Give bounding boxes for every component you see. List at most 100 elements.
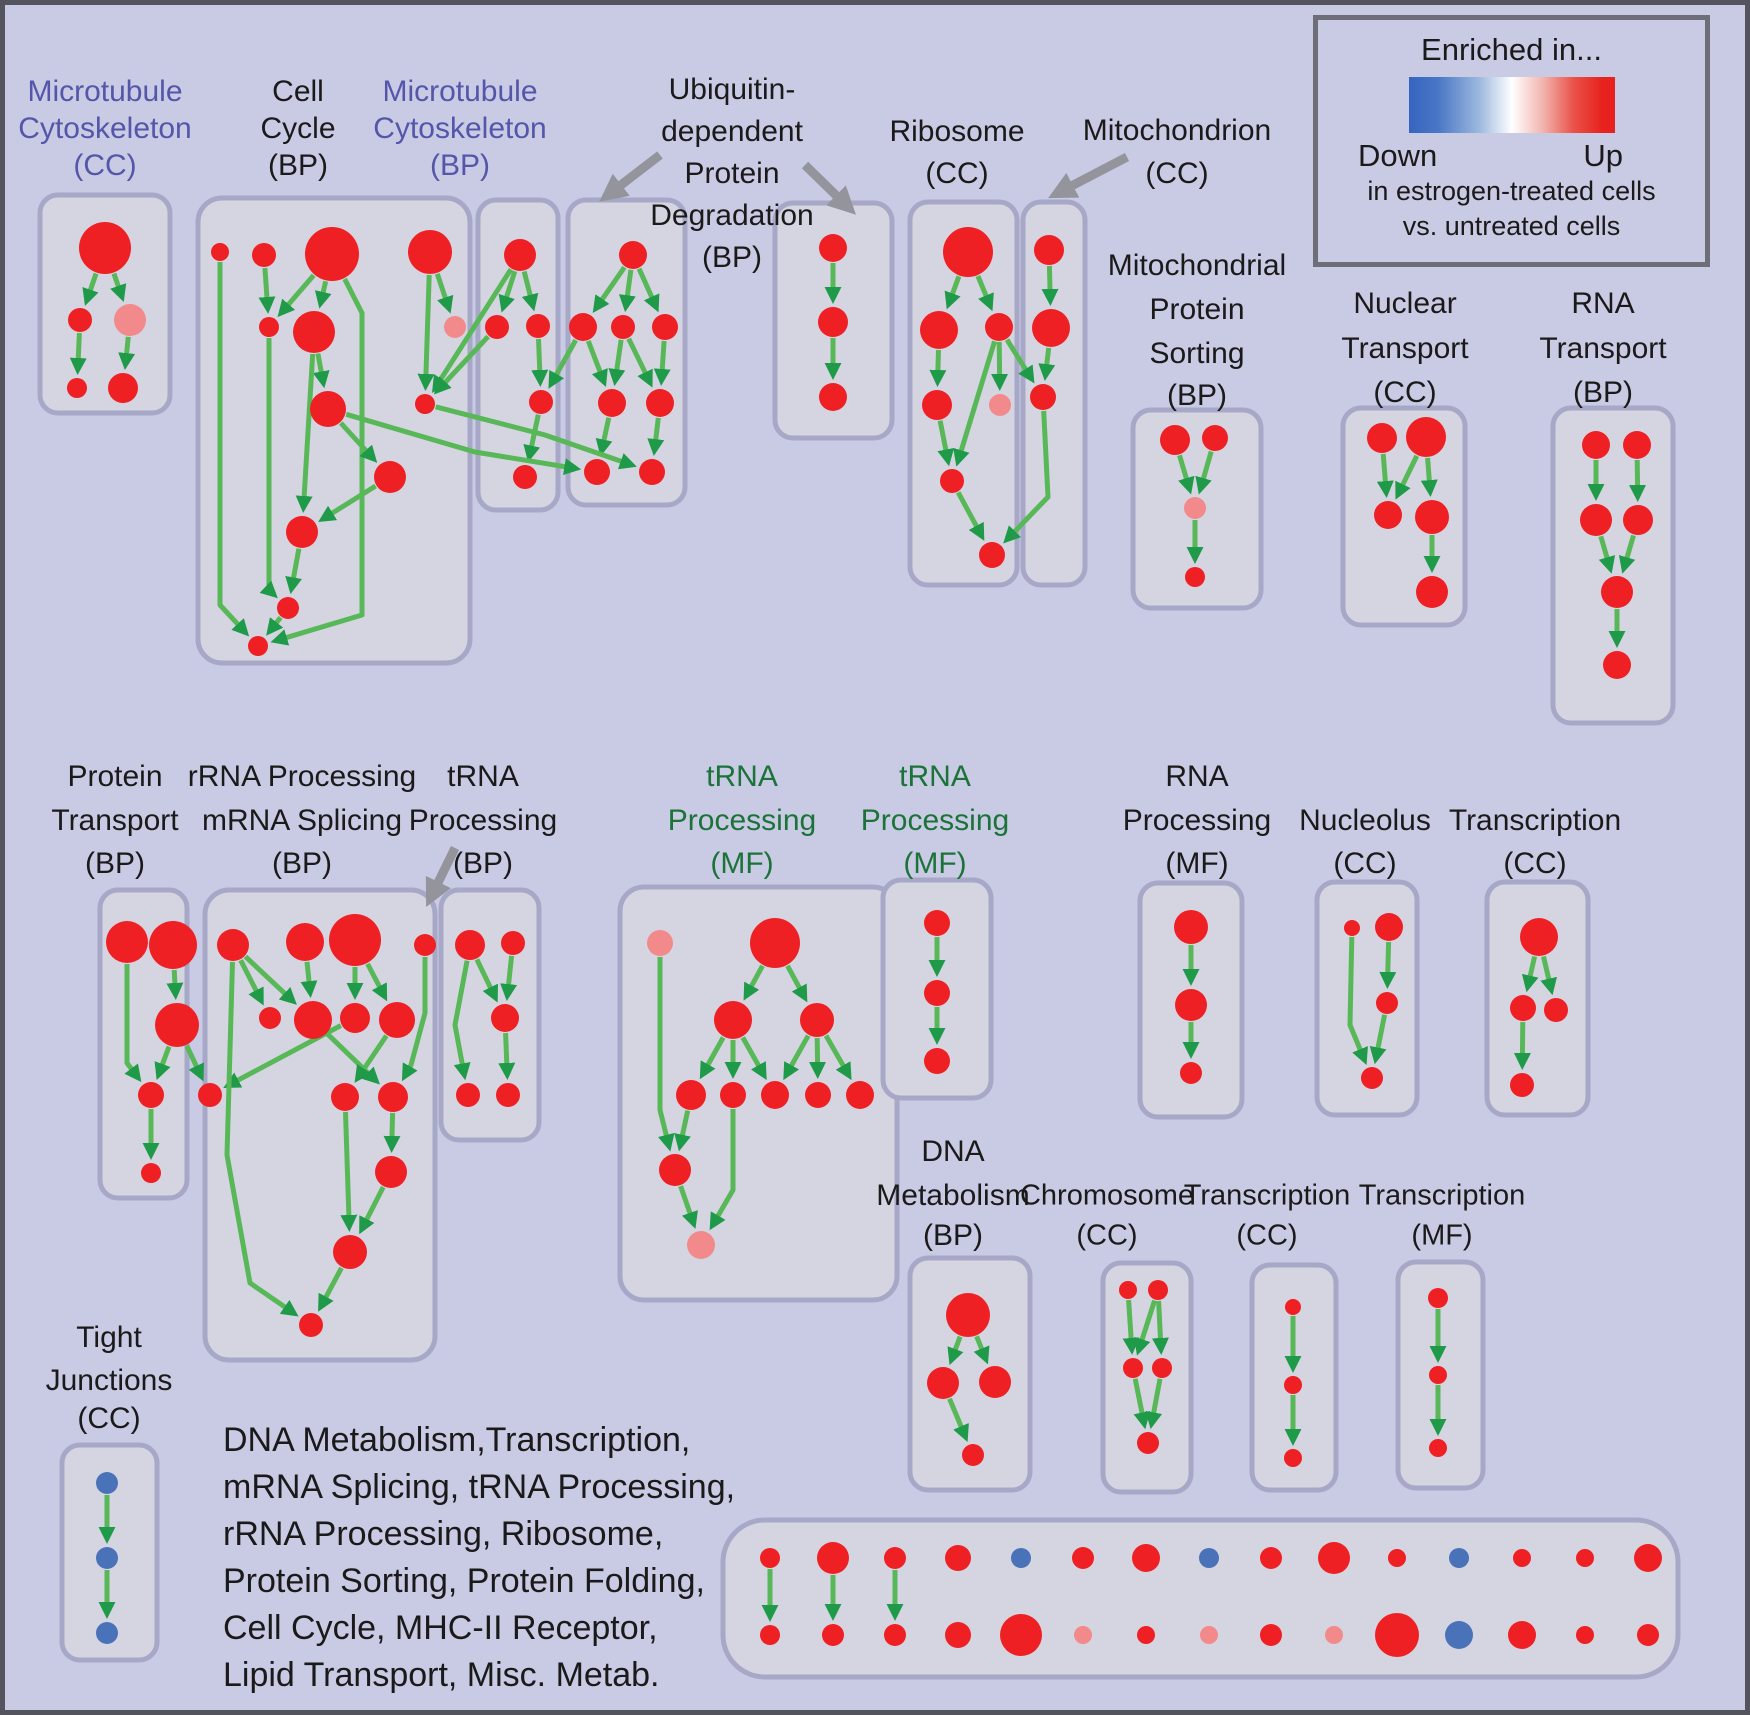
cluster-label-nucleolus-cc: Nucleolus (1299, 804, 1431, 837)
protein-transport-bp-node-1 (149, 921, 197, 969)
cluster-label-protein-transport-bp: (BP) (85, 847, 145, 880)
ubiquitin-degradation-bp-1-node-1 (569, 313, 597, 341)
cluster-box-cell-cycle-bp (195, 195, 473, 666)
trna-processing-bp-node-2 (491, 1004, 519, 1032)
misc-cluster-node-12 (1513, 1549, 1531, 1567)
edge-arrow (955, 491, 985, 541)
cluster-label-rna-transport-bp: Transport (1539, 332, 1667, 365)
edge-arrow (944, 275, 962, 310)
edge-arrow (991, 341, 1009, 391)
cluster-label-rrna-processing-mrna-splicing-bp: rRNA Processing (188, 760, 416, 793)
edge-arrow (521, 270, 539, 312)
dna-metabolism-bp-node-2 (979, 1366, 1011, 1398)
cluster-label-rrna-processing-mrna-splicing-bp: (BP) (272, 847, 332, 880)
cluster-box-dna-metabolism-bp (907, 1255, 1033, 1493)
cluster-label-rna-processing-mf: RNA (1165, 760, 1228, 793)
microtubule-cytoskeleton-cc-node-4 (108, 373, 138, 403)
edge-arrow (1041, 265, 1059, 306)
cluster-label-transcription-mf: Transcription (1359, 1180, 1526, 1212)
ribosome-cc-node-2 (985, 313, 1013, 341)
cluster-label-ubiquitin-degradation-bp-1: Protein (684, 157, 779, 190)
misc-cluster-node-24 (1325, 1626, 1343, 1644)
ubiquitin-degradation-bp-1-node-4 (598, 389, 626, 417)
edge-arrow (318, 483, 377, 522)
misc-cluster-node-25 (1375, 1613, 1419, 1657)
chromosome-cc-node-1 (1148, 1280, 1168, 1300)
rna-transport-bp-node-1 (1623, 431, 1651, 459)
cluster-label-transcription-cc-2: Transcription (1184, 1180, 1351, 1212)
cluster-label-trna-processing-bp: (BP) (453, 847, 513, 880)
edge-arrow (318, 1266, 344, 1312)
mitochondrial-protein-sorting-bp-node-1 (1202, 425, 1228, 451)
mitochondrion-cc-node-0 (1034, 235, 1064, 265)
edge-arrow (340, 1111, 358, 1232)
trna-processing-bp-node-1 (501, 931, 525, 955)
misc-cluster-node-5 (1072, 1547, 1094, 1569)
cluster-label-cell-cycle-bp: Cycle (260, 112, 335, 145)
legend-down-label: Down (1358, 138, 1438, 173)
cluster-label-mitochondrial-protein-sorting-bp: (BP) (1167, 379, 1227, 412)
transcription-cc-1-node-2 (1544, 998, 1568, 1022)
cluster-label-rna-transport-bp: (BP) (1573, 376, 1633, 409)
rrna-processing-mrna-splicing-bp-node-12 (333, 1235, 367, 1269)
cluster-label-dna-metabolism-bp: DNA (921, 1135, 984, 1168)
tight-junctions-cc-node-0 (96, 1472, 118, 1494)
trna-processing-mf-1-node-8 (846, 1081, 874, 1109)
cluster-label-transcription-mf: (MF) (1411, 1220, 1472, 1252)
misc-cluster-node-27 (1508, 1621, 1536, 1649)
microtubule-cytoskeleton-bp-node-1 (485, 315, 509, 339)
nuclear-transport-cc-node-0 (1367, 423, 1397, 453)
cluster-label-ribosome-cc: Ribosome (889, 115, 1024, 148)
rna-processing-mf-node-2 (1180, 1062, 1202, 1084)
nuclear-transport-cc-node-3 (1415, 500, 1449, 534)
edge-arrow (474, 958, 498, 1003)
misc-cluster-node-15 (760, 1625, 780, 1645)
edge-arrow (699, 1036, 726, 1080)
edge-arrow (154, 1045, 172, 1080)
nucleolus-cc-node-3 (1361, 1067, 1383, 1089)
edge-arrow (626, 337, 653, 388)
label-pointer-arrow-icon (425, 846, 460, 908)
trna-processing-mf-1-node-7 (805, 1082, 831, 1108)
edge-arrow (743, 964, 765, 1001)
edge-arrow (1195, 450, 1214, 495)
trna-processing-mf-1-node-10 (687, 1231, 715, 1259)
protein-transport-bp-node-3 (138, 1082, 164, 1108)
cluster-label-dna-metabolism-bp: (BP) (923, 1219, 983, 1252)
edge-arrow (783, 1034, 811, 1081)
misc-cluster-node-7 (1199, 1548, 1219, 1568)
cell-cycle-bp-node-1 (252, 243, 276, 267)
mitochondrial-protein-sorting-bp-node-2 (1184, 497, 1206, 519)
edge-arrow (1379, 941, 1397, 989)
edge-arrow (69, 332, 87, 375)
misc-cluster-node-19 (1000, 1614, 1042, 1656)
edge-arrow (947, 1397, 969, 1442)
ribosome-cc-node-1 (920, 311, 958, 349)
nucleolus-cc-node-2 (1376, 992, 1398, 1014)
misc-text-line: rRNA Processing, Ribosome, (223, 1515, 664, 1553)
misc-cluster-node-21 (1137, 1626, 1155, 1644)
cell-cycle-bp-node-12 (248, 636, 268, 656)
mitochondrial-protein-sorting-bp-node-0 (1160, 425, 1190, 455)
edge-arrow (1513, 1021, 1531, 1070)
misc-cluster-node-20 (1074, 1626, 1092, 1644)
protein-transport-bp-node-0 (106, 921, 148, 963)
edge-arrow (636, 267, 660, 313)
misc-cluster-node-3 (945, 1545, 971, 1571)
edge-arrow (740, 1036, 767, 1081)
cluster-label-transcription-cc-2: (CC) (1236, 1220, 1297, 1252)
misc-cluster-node-18 (945, 1622, 971, 1648)
edge-arrow (401, 957, 428, 1082)
rrna-processing-mrna-splicing-bp-node-6 (340, 1003, 370, 1033)
misc-cluster-node-0 (760, 1548, 780, 1568)
edge-arrow (432, 267, 514, 394)
legend-subtitle-1: in estrogen-treated cells (1367, 176, 1656, 206)
cluster-label-ubiquitin-degradation-bp-1: (BP) (702, 241, 762, 274)
misc-cluster-node-10 (1388, 1549, 1406, 1567)
nucleolus-cc-node-0 (1344, 920, 1360, 936)
misc-cluster-node-2 (884, 1547, 906, 1569)
color-legend: Enriched in... Down Up in estrogen-treat… (1313, 15, 1710, 267)
cluster-label-trna-processing-mf-2: tRNA (899, 760, 971, 793)
edge-arrow (1629, 459, 1647, 502)
misc-cluster-node-14 (1634, 1544, 1662, 1572)
